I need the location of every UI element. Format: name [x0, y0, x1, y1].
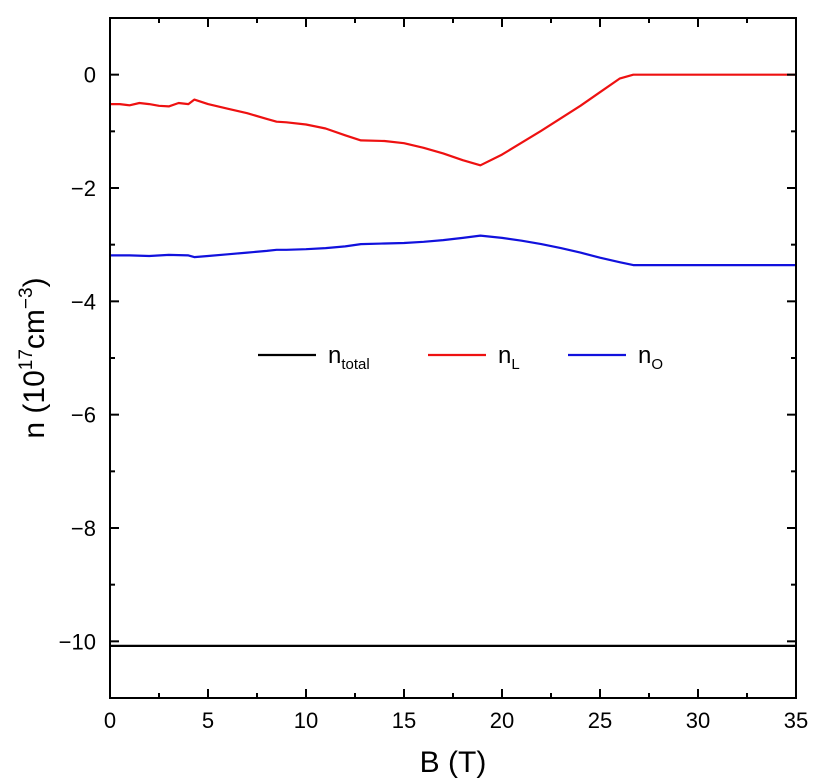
x-tick-label: 35 [784, 708, 808, 733]
x-tick-label: 30 [686, 708, 710, 733]
y-axis-title-prefix: n (10 [18, 370, 51, 438]
legend: ntotal nL nO [258, 342, 663, 373]
y-tick-label: −10 [59, 629, 96, 654]
y-axis-title-suffix: ) [18, 277, 51, 287]
y-axis-title-exponent-1: 17 [16, 349, 37, 370]
x-tick-label: 25 [588, 708, 612, 733]
x-axis-title: B (T) [420, 746, 487, 779]
x-tick-label: 5 [202, 708, 214, 733]
legend-label-total: ntotal [328, 342, 370, 373]
y-tick-label: −6 [71, 403, 96, 428]
y-tick-label: 0 [84, 63, 96, 88]
tick-layer [109, 18, 797, 698]
x-tick-label: 10 [294, 708, 318, 733]
legend-label-l: nL [498, 342, 520, 373]
x-tick-label: 15 [392, 708, 416, 733]
tick-label-layer: 0 5 10 15 20 25 30 35 0 −2 −4 −6 −8 −10 [59, 63, 809, 733]
series-layer [110, 73, 796, 648]
y-axis-title-exponent-2: −3 [16, 287, 37, 309]
series-line-o [110, 234, 796, 267]
x-tick-label: 20 [490, 708, 514, 733]
plot-frame [109, 17, 797, 699]
y-tick-label: −4 [71, 289, 96, 314]
legend-label-o: nO [638, 342, 663, 373]
y-axis-title: n (1017cm−3) [16, 277, 51, 438]
y-axis-title-unit: cm [18, 309, 51, 349]
x-tick-label: 0 [104, 708, 116, 733]
series-line-l [110, 73, 796, 167]
y-tick-label: −8 [71, 516, 96, 541]
y-tick-label: −2 [71, 176, 96, 201]
